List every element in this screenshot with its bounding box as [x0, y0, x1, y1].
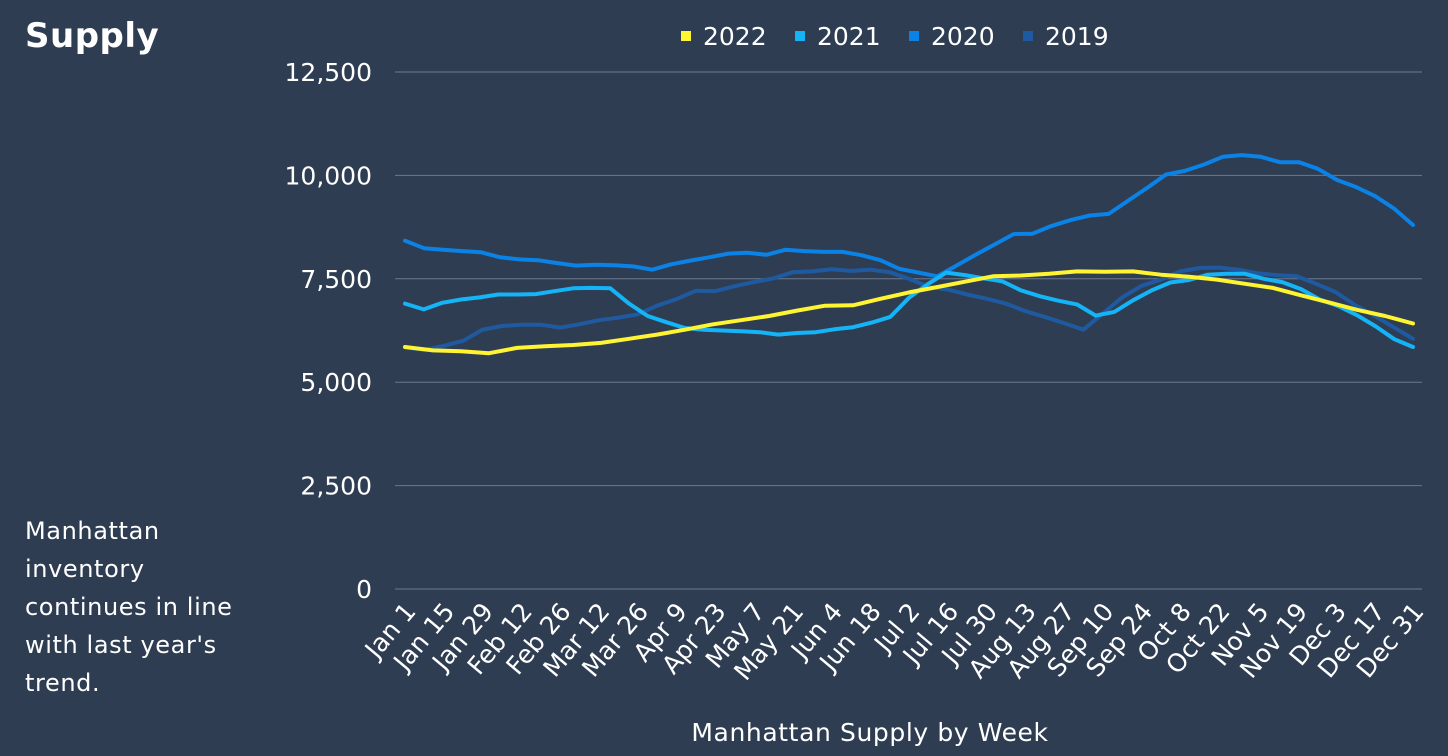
series-line-2021 [403, 270, 1415, 349]
y-axis: 0 2,500 5,000 7,500 10,000 12,500 [285, 58, 372, 604]
legend-swatch-2019 [1023, 31, 1033, 41]
legend-swatch-2020 [909, 31, 919, 41]
chart-title: Supply [25, 16, 160, 56]
plot-series [403, 153, 1415, 356]
legend-label-2022: 2022 [703, 22, 767, 51]
commentary-text: Manhattan inventory continues in line wi… [25, 517, 233, 697]
series-line-2022 [403, 269, 1415, 356]
y-tick-label: 12,500 [285, 58, 372, 87]
y-tick-label: 10,000 [285, 161, 372, 190]
series-line-2019 [403, 265, 1415, 352]
legend-label-2021: 2021 [817, 22, 881, 51]
legend-label-2019: 2019 [1045, 22, 1109, 51]
y-tick-label: 7,500 [300, 265, 372, 294]
legend-label-2020: 2020 [931, 22, 995, 51]
grid-lines [395, 71, 1422, 590]
legend-swatch-2022 [681, 31, 691, 41]
y-tick-label: 2,500 [300, 472, 372, 501]
x-axis-title: Manhattan Supply by Week [691, 718, 1048, 747]
y-tick-label: 0 [356, 575, 372, 604]
y-tick-label: 5,000 [300, 368, 372, 397]
legend: 2022 2021 2020 2019 [681, 22, 1109, 51]
legend-swatch-2021 [795, 31, 805, 41]
series-line-2020 [403, 153, 1415, 279]
